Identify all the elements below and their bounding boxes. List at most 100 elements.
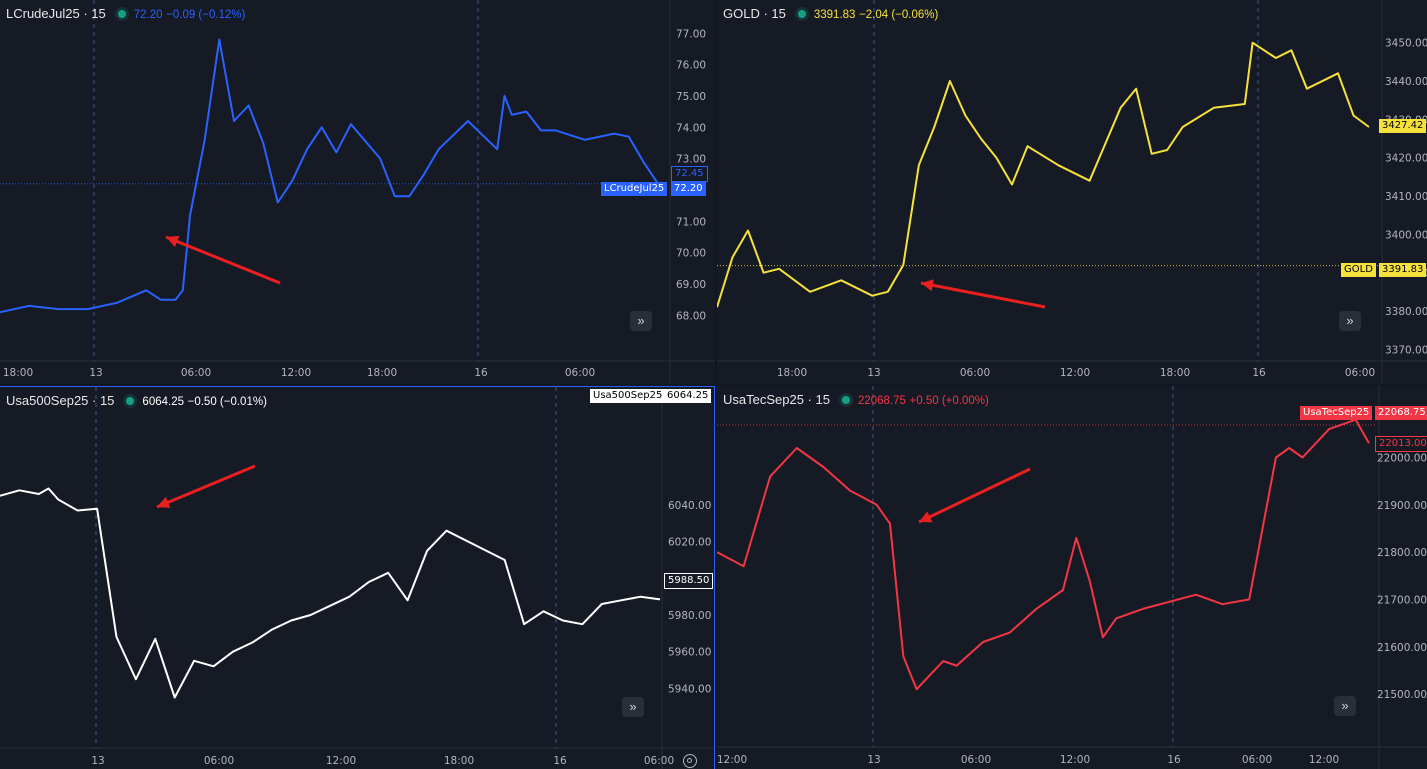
price-value: 22068.75 [857,395,906,407]
y-tick-label: 68.00 [676,310,706,322]
price-series-line [717,41,1370,308]
y-tick-label: 70.00 [676,248,706,260]
secondary-price-tag: 72.45 [671,166,708,182]
y-tick-label: 6020.00 [668,537,711,549]
x-tick-label: 18:00 [367,367,397,379]
x-tick-label: 18:00 [3,367,33,379]
x-tick-label: 06:00 [204,755,234,767]
x-tick-label: 18:00 [1160,367,1190,379]
x-tick-label: 13 [867,367,880,379]
last-price-tag: 72.20 [671,182,706,196]
y-tick-label: 76.00 [676,60,706,72]
x-tick-label: 16 [474,367,488,379]
y-tick-label: 5960.00 [668,647,711,659]
y-tick-label: 3380.00 [1385,306,1427,318]
chart-panel-ndx[interactable]: 22100.0022000.0021900.0021800.0021700.00… [717,386,1427,769]
annotation-arrow-head [166,235,180,248]
scroll-to-realtime-button[interactable]: » [630,311,652,331]
symbol-price-tag: LCrudeJul25 [601,182,668,196]
market-status-icon [841,396,850,405]
y-tick-label: 21800.00 [1377,547,1427,559]
y-tick-label: 75.00 [676,91,706,103]
price-change: −0.09 (−0.12%) [166,9,246,21]
x-tick-label: 06:00 [1345,367,1375,379]
chart-plot-ndx[interactable]: 22100.0022000.0021900.0021800.0021700.00… [717,386,1427,769]
price-change: +0.50 (+0.00%) [909,395,989,407]
legend-crude: LCrudeJul25 · 15 72.20 −0.09 (−0.12%) [6,6,245,21]
last-price-tag: 6064.25 [664,389,712,403]
symbol-title: UsaTecSep25 · 15 [723,392,830,407]
y-tick-label: 21600.00 [1377,642,1427,654]
y-tick-label: 5980.00 [668,610,711,622]
y-tick-label: 3400.00 [1385,229,1427,241]
legend-gold: GOLD · 15 3391.83 −2.04 (−0.06%) [723,6,938,21]
x-tick-label: 13 [867,754,880,766]
secondary-price-tag: 22013.00 [1375,436,1427,452]
chart-plot-gold[interactable]: 3450.003440.003430.003420.003410.003400.… [717,0,1427,384]
y-tick-label: 74.00 [676,122,706,134]
price-change: −0.50 (−0.01%) [187,396,267,408]
symbol-title: Usa500Sep25 · 15 [6,393,115,408]
y-tick-label: 3410.00 [1385,191,1427,203]
symbol-price-tag: GOLD [1341,263,1376,277]
x-tick-label: 06:00 [644,755,674,767]
price-series-line [717,418,1370,691]
y-tick-label: 77.00 [676,28,706,40]
x-tick-label: 16 [1252,367,1266,379]
settings-gear-icon[interactable] [683,754,697,768]
x-tick-label: 13 [91,755,104,767]
price-change: −2.04 (−0.06%) [859,9,939,21]
annotation-arrow-head [157,496,171,508]
x-tick-label: 16 [1167,754,1181,766]
x-tick-label: 06:00 [1242,754,1272,766]
x-tick-label: 06:00 [181,367,211,379]
x-tick-label: 18:00 [444,755,474,767]
annotation-arrow-shaft [165,235,281,285]
annotation-arrow-head [921,279,934,292]
annotation-arrow-head [919,511,933,523]
price-value: 3391.83 [813,9,856,21]
chart-panel-gold[interactable]: 3450.003440.003430.003420.003410.003400.… [717,0,1427,384]
x-tick-label: 12:00 [717,754,747,766]
symbol-price-tag: Usa500Sep25 [590,389,666,403]
symbol-title: LCrudeJul25 · 15 [6,6,106,21]
chart-panel-spx[interactable]: 6040.006020.006000.005980.005960.005940.… [0,386,715,769]
x-tick-label: 12:00 [281,367,311,379]
x-tick-label: 06:00 [961,754,991,766]
annotation-arrow [156,464,256,509]
y-tick-label: 69.00 [676,279,706,291]
y-tick-label: 6040.00 [668,500,711,512]
market-status-icon [797,10,806,19]
y-tick-label: 3440.00 [1385,76,1427,88]
scroll-to-realtime-button[interactable]: » [1334,696,1356,716]
y-tick-label: 21500.00 [1377,689,1427,701]
chart-plot-spx[interactable]: 6040.006020.006000.005980.005960.005940.… [0,387,715,769]
x-tick-label: 12:00 [326,755,356,767]
y-tick-label: 71.00 [676,216,706,228]
y-tick-label: 22000.00 [1377,453,1427,465]
annotation-arrow [165,235,281,285]
chart-panel-crude[interactable]: 77.0076.0075.0074.0073.0072.0071.0070.00… [0,0,715,384]
y-tick-label: 3450.00 [1385,38,1427,50]
price-value: 72.20 [133,9,163,21]
price-series-line [0,487,661,699]
annotation-arrow-shaft [920,281,1046,309]
secondary-price-tag: 5988.50 [664,573,714,589]
legend-spx: Usa500Sep25 · 15 6064.25 −0.50 (−0.01%) [6,393,267,408]
scroll-to-realtime-button[interactable]: » [1339,311,1361,331]
scroll-to-realtime-button[interactable]: » [622,697,644,717]
secondary-price-tag: 3427.42 [1379,119,1427,133]
symbol-price-tag: UsaTecSep25 [1300,406,1373,420]
x-tick-label: 12:00 [1309,754,1339,766]
y-tick-label: 3370.00 [1385,344,1427,356]
last-price-tag: 22068.75 [1375,406,1427,420]
y-tick-label: 21900.00 [1377,500,1427,512]
x-tick-label: 12:00 [1060,754,1090,766]
price-value: 6064.25 [142,396,184,408]
x-tick-label: 06:00 [565,367,595,379]
y-tick-label: 21700.00 [1377,594,1427,606]
y-tick-label: 73.00 [676,154,706,166]
annotation-arrow [918,467,1031,524]
y-tick-label: 3420.00 [1385,153,1427,165]
x-tick-label: 12:00 [1060,367,1090,379]
